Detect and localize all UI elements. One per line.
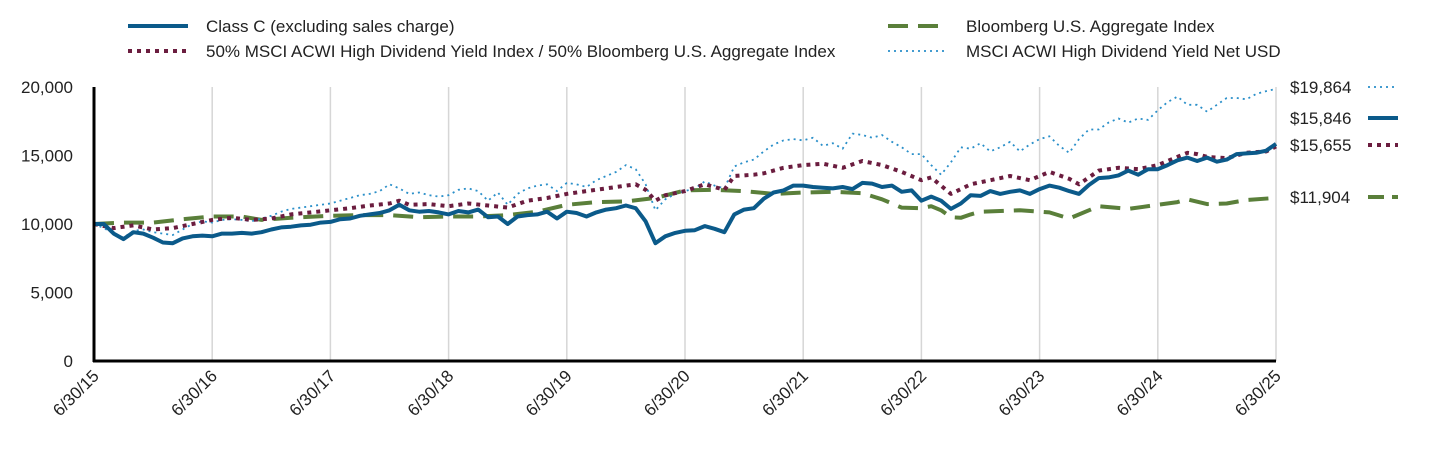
gridlines	[211, 87, 1277, 361]
end-value-label: $19,864	[1290, 78, 1351, 97]
x-tick-label: 6/30/17	[286, 366, 340, 420]
series-lines	[93, 88, 1278, 246]
x-tick-label: 6/30/23	[995, 366, 1049, 420]
end-value-label: $11,904	[1290, 188, 1350, 207]
y-tick-label: 15,000	[21, 147, 73, 166]
y-tick-label: 0	[64, 352, 73, 371]
y-tick-label: 10,000	[21, 215, 73, 234]
legend-label: MSCI ACWI High Dividend Yield Net USD	[966, 42, 1281, 61]
end-value-label: $15,655	[1290, 136, 1351, 155]
legend: Class C (excluding sales charge) Bloomber…	[128, 17, 1281, 61]
series-line-0	[94, 142, 1278, 246]
x-tick-label: 6/30/18	[404, 366, 458, 420]
x-tick-label: 6/30/24	[1113, 366, 1167, 420]
y-tick-label: 5,000	[30, 284, 73, 303]
axes: 0 5,000 10,000 15,000 20,000 6/30/15 6/30/16 6/…	[21, 78, 1285, 420]
series-line-2	[93, 187, 1277, 226]
series-line-3	[93, 88, 1277, 239]
x-tick-label: 6/30/15	[49, 366, 103, 420]
x-tick-label: 6/30/19	[522, 366, 576, 420]
legend-label: Class C (excluding sales charge)	[206, 17, 455, 36]
x-tick-label: 6/30/21	[758, 366, 812, 420]
end-labels: $19,864 $15,846 $15,655 $11,904	[1290, 78, 1398, 207]
x-tick-label: 6/30/25	[1231, 366, 1285, 420]
x-tick-label: 6/30/20	[640, 366, 694, 420]
x-tick-label: 6/30/16	[167, 366, 221, 420]
y-tick-label: 20,000	[21, 78, 73, 97]
legend-label: 50% MSCI ACWI High Dividend Yield Index …	[206, 42, 836, 61]
legend-label: Bloomberg U.S. Aggregate Index	[966, 17, 1215, 36]
x-tick-label: 6/30/22	[877, 366, 931, 420]
end-value-label: $15,846	[1290, 109, 1351, 128]
